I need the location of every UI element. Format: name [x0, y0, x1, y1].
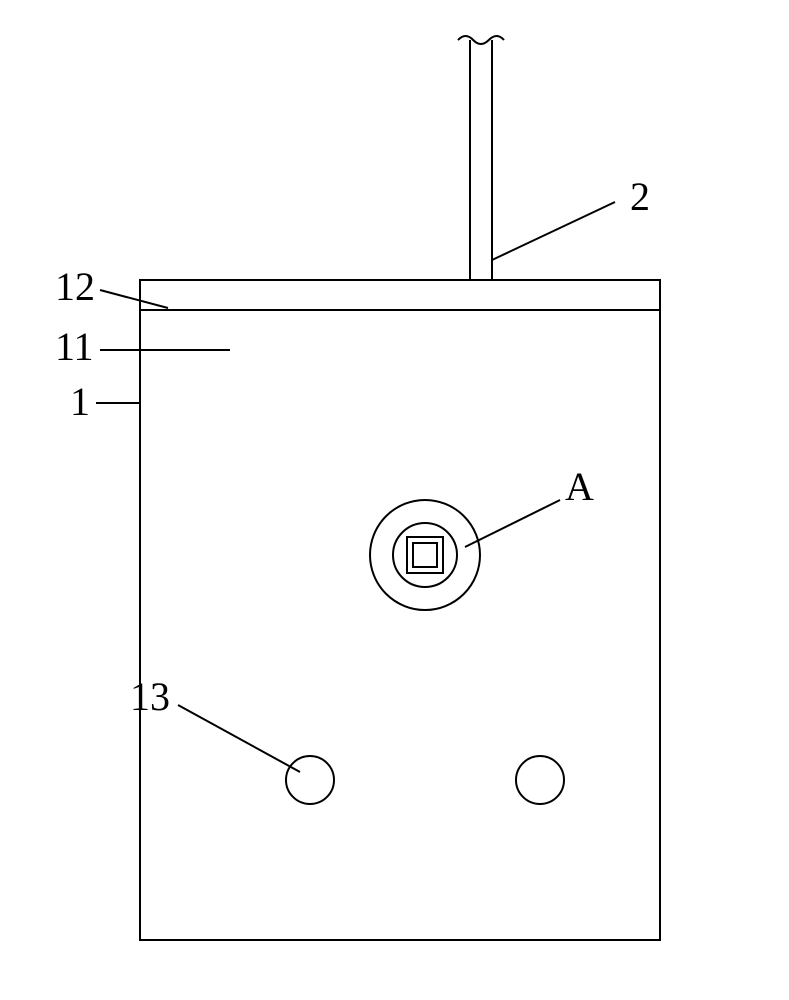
lbl-13-leader [178, 705, 300, 772]
lbl-12: 12 [55, 264, 95, 309]
lbl-13: 13 [130, 674, 170, 719]
small-circle-2 [516, 756, 564, 804]
lbl-A: A [565, 464, 594, 509]
detail-a-square-2 [413, 543, 437, 567]
lbl-2: 2 [630, 174, 650, 219]
detail-a-inner-circle [393, 523, 457, 587]
lbl-2-leader [492, 202, 615, 260]
pipe-break-mark [458, 36, 504, 44]
lbl-11: 11 [55, 324, 94, 369]
body-rect [140, 280, 660, 940]
detail-a-outer-circle [370, 500, 480, 610]
lbl-A-leader [465, 500, 560, 547]
small-circle-1 [286, 756, 334, 804]
lbl-12-leader [100, 290, 168, 308]
lbl-1: 1 [70, 379, 90, 424]
